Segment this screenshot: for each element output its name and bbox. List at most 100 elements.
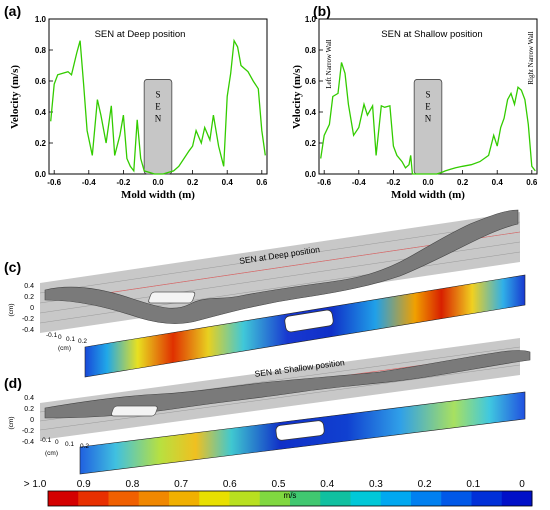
colorbar-swatch — [441, 491, 472, 506]
y-tick-label: 0.2 — [35, 139, 47, 148]
x-tick-label: -0.2 — [386, 178, 400, 187]
colorbar-frame — [47, 490, 533, 507]
panel-c-free-surface — [44, 209, 519, 324]
colorbar-swatch — [229, 491, 261, 506]
panel-b-left-wall-label: Left Narrow Wall — [325, 39, 333, 89]
panel-d-free-surface — [44, 350, 531, 419]
panel-c-y-ticks: -0.1 0 0.1 0.2 — [46, 332, 87, 345]
colorbar-swatch — [350, 491, 382, 506]
colorbar-swatch — [48, 491, 79, 506]
panel-a-sen-box: SEN — [143, 79, 173, 175]
colorbar-label: 0 — [519, 479, 525, 490]
panel-c-sen-contour-hole — [284, 309, 334, 333]
colorbar-label: 0.6 — [223, 479, 237, 490]
panel-c-z-ticks: 0.4 0.2 0 -0.2 -0.4 — [22, 283, 34, 334]
colorbar-swatch — [290, 491, 321, 506]
panel-b-velocity-line — [320, 62, 536, 175]
panel-b-right-wall-label: Right Narrow Wall — [527, 31, 535, 84]
panel-c-z-unit: (cm) — [8, 304, 15, 317]
svg-text:-0.4: -0.4 — [22, 327, 34, 334]
svg-text:-0.1: -0.1 — [40, 437, 52, 444]
y-tick-label: 0.0 — [35, 170, 47, 179]
panel-c-y-unit: (cm) — [58, 345, 71, 352]
colorbar-labels: > 1.0 0.9 0.8 0.7 0.6 0.5 0.4 0.3 0.2 0.1 0 — [24, 479, 525, 490]
svg-text:0: 0 — [58, 334, 62, 341]
colorbar-unit: m/s — [284, 491, 297, 500]
sen-letter: S — [425, 89, 430, 99]
panel-d-z-unit: (cm) — [8, 417, 15, 430]
colorbar-label: 0.9 — [77, 479, 91, 490]
svg-text:0: 0 — [55, 439, 59, 446]
colorbar-label: > 1.0 — [24, 479, 47, 490]
colorbar-label: 0.4 — [320, 479, 334, 490]
x-tick-label: -0.2 — [116, 178, 130, 187]
svg-text:0.1: 0.1 — [66, 336, 75, 343]
colorbar-swatch — [199, 491, 230, 506]
svg-text:0: 0 — [30, 305, 34, 312]
x-tick-label: 0.0 — [152, 178, 164, 187]
panel-d-label: (d) — [4, 375, 22, 391]
svg-text:-0.2: -0.2 — [22, 428, 34, 435]
y-tick-label: 0.6 — [305, 77, 317, 86]
panel-a-chart: (a) 0.00.20.40.60.81.0 -0.6 -0.4 -0.2 0.0 0.… — [4, 3, 268, 201]
y-tick-label: 0.6 — [35, 77, 47, 86]
panel-a-y-label: Velocity (m/s) — [9, 65, 21, 129]
panel-d-z-ticks: 0.4 0.2 0 -0.2 -0.4 — [22, 395, 34, 446]
svg-text:0.1: 0.1 — [65, 441, 74, 448]
sen-letter: S — [155, 89, 160, 99]
colorbar-swatches — [48, 491, 533, 506]
panel-a-label: (a) — [4, 3, 21, 19]
sen-letter: N — [155, 113, 162, 123]
colorbar-swatch — [471, 491, 503, 506]
panel-d-sen-contour-hole — [275, 420, 325, 441]
y-tick-label: 1.0 — [305, 15, 317, 24]
y-tick-label: 0.0 — [305, 170, 317, 179]
svg-text:-0.4: -0.4 — [22, 439, 34, 446]
panel-a-title: SEN at Deep position — [95, 29, 186, 40]
panel-c-label: (c) — [4, 259, 21, 275]
panel-d-y-ticks: -0.1 0 0.1 0.2 — [40, 437, 89, 450]
x-tick-label: -0.6 — [47, 178, 61, 187]
velocity-colorbar: > 1.0 0.9 0.8 0.7 0.6 0.5 0.4 0.3 0.2 0.1 0 m/s — [24, 479, 533, 507]
y-tick-label: 0.8 — [305, 46, 317, 55]
x-tick-label: -0.4 — [82, 178, 96, 187]
svg-text:0.4: 0.4 — [24, 283, 34, 290]
colorbar-swatch — [138, 491, 170, 506]
svg-text:-0.2: -0.2 — [22, 316, 34, 323]
colorbar-swatch — [108, 491, 140, 506]
colorbar-label: 0.8 — [125, 479, 139, 490]
colorbar-label: 0.3 — [369, 479, 383, 490]
svg-text:0.4: 0.4 — [24, 395, 34, 402]
x-tick-label: 0.4 — [492, 178, 504, 187]
panel-b-x-label: Mold width (m) — [391, 189, 465, 201]
panel-a-y-ticks: 0.0 0.2 0.4 0.6 0.8 1.0 — [35, 15, 53, 179]
svg-text:0.2: 0.2 — [24, 406, 34, 413]
panel-b-y-ticks: 0.0 0.2 0.4 0.6 0.8 1.0 — [305, 15, 323, 179]
panel-b-sen-box: SEN — [413, 79, 443, 175]
svg-text:0.2: 0.2 — [24, 294, 34, 301]
x-tick-label: -0.4 — [352, 178, 366, 187]
colorbar-swatch — [411, 491, 442, 506]
panel-b-chart: (b) 0.00.20.40.60.81.0 -0.6 -0.4 -0.2 0.0 0.… — [291, 3, 538, 201]
y-tick-label: 0.8 — [35, 46, 47, 55]
svg-text:0: 0 — [30, 417, 34, 424]
panel-d-y-unit: (cm) — [45, 450, 58, 457]
colorbar-label: 0.1 — [466, 479, 480, 490]
panel-a-x-label: Mold width (m) — [121, 189, 195, 201]
sen-letter: E — [425, 101, 431, 111]
svg-text:0.2: 0.2 — [80, 443, 89, 450]
y-tick-label: 0.4 — [305, 108, 317, 117]
panel-b-title: SEN at Shallow position — [381, 29, 482, 40]
x-tick-label: 0.2 — [457, 178, 469, 187]
y-tick-label: 1.0 — [35, 15, 47, 24]
panel-b-y-label: Velocity (m/s) — [291, 65, 303, 129]
svg-text:0.2: 0.2 — [78, 338, 87, 345]
colorbar-swatch — [380, 491, 412, 506]
panel-c-3d-plot: (c) SEN at Deep position 0.4 0.2 0 -0.2 … — [4, 209, 526, 378]
sen-letter: N — [425, 113, 432, 123]
colorbar-swatch — [501, 491, 533, 506]
colorbar-label: 0.7 — [174, 479, 188, 490]
x-tick-label: 0.2 — [187, 178, 199, 187]
panel-d-sen-outline — [111, 405, 158, 417]
x-tick-label: 0.6 — [256, 178, 268, 187]
